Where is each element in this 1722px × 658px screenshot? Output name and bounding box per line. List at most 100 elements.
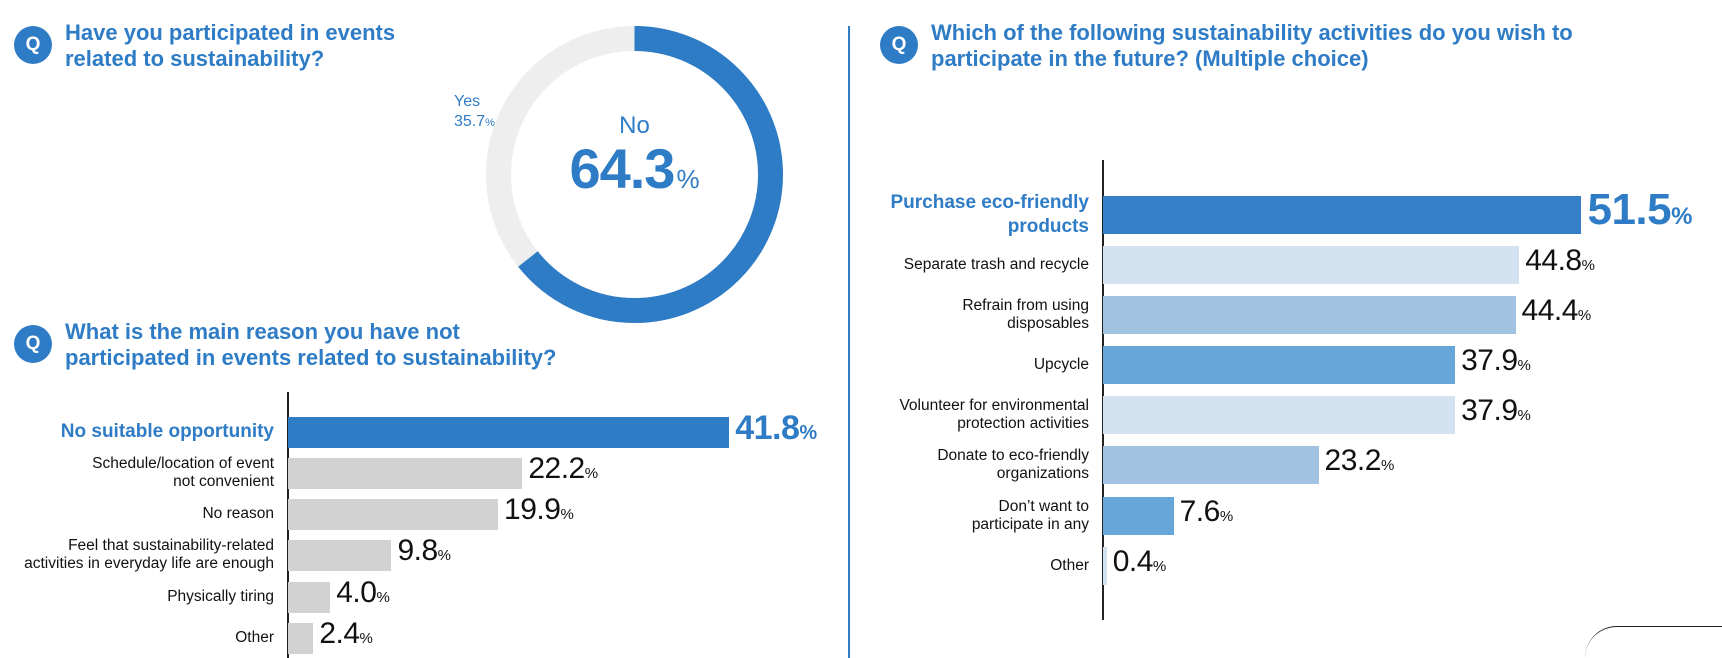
- reason-value-percent: %: [584, 465, 599, 483]
- activity-value-number: 37.9: [1461, 394, 1518, 428]
- reason-category-text: Other: [235, 629, 274, 647]
- reason-axis: [287, 392, 289, 658]
- reason-value-number: 2.4: [319, 617, 360, 651]
- reason-value-label: 2.4%: [319, 619, 373, 654]
- activity-category-line: protection activities: [957, 415, 1089, 432]
- activity-category-text: Volunteer for environmental protection ac…: [899, 397, 1089, 433]
- activity-bar: [1103, 446, 1319, 484]
- activity-value-percent: %: [1671, 202, 1693, 230]
- activity-value-percent: %: [1577, 307, 1592, 325]
- reason-value-number: 4.0: [336, 576, 377, 610]
- reason-value-percent: %: [376, 589, 390, 607]
- reason-value-percent: %: [359, 630, 373, 648]
- activity-category-label: Refrain from using disposables: [849, 285, 1089, 345]
- reason-category-text: No reason: [202, 505, 274, 523]
- reason-value-number: 22.2: [528, 452, 585, 486]
- q2-title: What is the main reason you have not par…: [65, 319, 556, 371]
- reason-value-number: 41.8: [735, 408, 800, 447]
- reason-value-percent: %: [560, 506, 574, 524]
- activity-bar: [1103, 296, 1516, 334]
- donut-chart: No 64.3%: [482, 22, 787, 327]
- activity-category-text: Refrain from using disposables: [962, 297, 1089, 333]
- q2-title-line2: participated in events related to sustai…: [65, 345, 557, 370]
- donut-no-label: No: [619, 111, 650, 139]
- activity-axis: [1102, 160, 1104, 620]
- activity-value-number: 7.6: [1179, 495, 1221, 529]
- activity-value-number: 0.4: [1112, 545, 1154, 579]
- section-divider: [848, 26, 850, 658]
- activity-category-label: Donate to eco-friendly organizations: [849, 435, 1089, 495]
- activity-value-number: 44.4: [1521, 294, 1579, 328]
- q2-badge-icon: Q: [14, 325, 52, 363]
- activity-value-label: 37.9%: [1461, 396, 1531, 431]
- reason-bar: [288, 622, 314, 654]
- reason-category-line: not convenient: [173, 473, 274, 490]
- activity-value-percent: %: [1581, 257, 1595, 275]
- q3-title-line1: Which of the following sustainability ac…: [931, 20, 1573, 45]
- donut-yes-text: Yes: [454, 93, 481, 110]
- activity-category-line: participate in any: [971, 516, 1089, 533]
- activity-value-label: 7.6%: [1180, 497, 1234, 532]
- activity-category-line: Refrain from using: [962, 297, 1089, 314]
- activity-value-number: 51.5: [1587, 184, 1672, 234]
- donut-yes-label: Yes 35.7%: [454, 92, 495, 133]
- donut-no-number: 64.3: [569, 136, 675, 200]
- activity-category-text: Donate to eco-friendly organizations: [937, 447, 1089, 483]
- reason-category-label: No suitable opportunity: [0, 402, 274, 462]
- activity-bar: [1103, 346, 1456, 384]
- activity-category-line: Other: [1050, 557, 1089, 574]
- activity-category-label: Other: [849, 536, 1089, 596]
- reason-category-label: Physically tiring: [0, 567, 274, 627]
- reason-category-label: Schedule/location of event not convenient: [0, 443, 274, 503]
- activity-category-line: products: [1007, 216, 1089, 237]
- activity-category-line: Volunteer for environmental: [899, 397, 1089, 414]
- reason-value-number: 19.9: [504, 493, 561, 527]
- activity-category-line: disposables: [1007, 315, 1089, 332]
- reason-category-line: Schedule/location of event: [92, 455, 274, 472]
- activity-category-line: Purchase eco-friendly: [890, 192, 1089, 213]
- reason-value-label: 41.8%: [735, 411, 817, 450]
- reason-value-percent: %: [437, 547, 451, 565]
- reason-category-line: Other: [235, 629, 274, 646]
- reason-category-line: activities in everyday life are enough: [24, 555, 274, 572]
- activity-bar: [1103, 396, 1456, 434]
- reason-bar: [288, 498, 499, 530]
- reason-value-label: 19.9%: [504, 495, 574, 530]
- activity-value-number: 23.2: [1324, 444, 1382, 478]
- reason-category-label: Feel that sustainability-related activiti…: [0, 525, 274, 585]
- activity-value-percent: %: [1380, 457, 1395, 475]
- reason-bar: [288, 581, 331, 613]
- activity-category-label: Volunteer for environmental protection ac…: [849, 385, 1089, 445]
- reason-bar: [288, 416, 730, 448]
- activity-category-label: Purchase eco-friendly products: [849, 185, 1089, 245]
- reason-category-text: Schedule/location of event not convenient: [92, 455, 274, 491]
- activity-category-label: Upcycle: [849, 335, 1089, 395]
- reason-category-text: No suitable opportunity: [61, 420, 274, 444]
- activity-value-label: 37.9%: [1461, 346, 1531, 381]
- reason-category-line: No reason: [202, 505, 274, 522]
- q3-badge-icon: Q: [880, 26, 918, 64]
- activity-value-label: 51.5%: [1587, 184, 1693, 239]
- reason-bar: [288, 457, 523, 489]
- activity-value-number: 44.8: [1525, 244, 1582, 278]
- donut-slice-no: [486, 26, 783, 323]
- activity-category-line: Donate to eco-friendly: [937, 447, 1089, 464]
- activity-category-text: Other: [1050, 557, 1089, 575]
- donut-center: No 64.3%: [482, 22, 787, 327]
- activity-category-line: Don’t want to: [998, 498, 1089, 515]
- donut-yes-percent: %: [485, 117, 495, 129]
- activity-value-percent: %: [1152, 558, 1167, 576]
- reason-value-label: 9.8%: [397, 536, 451, 571]
- activity-bar: [1103, 246, 1520, 284]
- activity-category-label: Separate trash and recycle: [849, 235, 1089, 295]
- reason-category-line: Feel that sustainability-related: [68, 537, 274, 554]
- reason-value-number: 9.8: [397, 534, 438, 568]
- q3-title: Which of the following sustainability ac…: [931, 20, 1573, 72]
- reason-value-label: 4.0%: [336, 578, 390, 613]
- q1-title-line1: Have you participated in events: [65, 20, 396, 45]
- q1-badge-icon: Q: [14, 26, 52, 64]
- activity-category-label: Don’t want to participate in any: [849, 486, 1089, 546]
- reason-category-line: Physically tiring: [167, 588, 274, 605]
- q3-title-line2: participate in the future? (Multiple cho…: [931, 46, 1369, 71]
- page-corner-decoration: [1585, 626, 1722, 658]
